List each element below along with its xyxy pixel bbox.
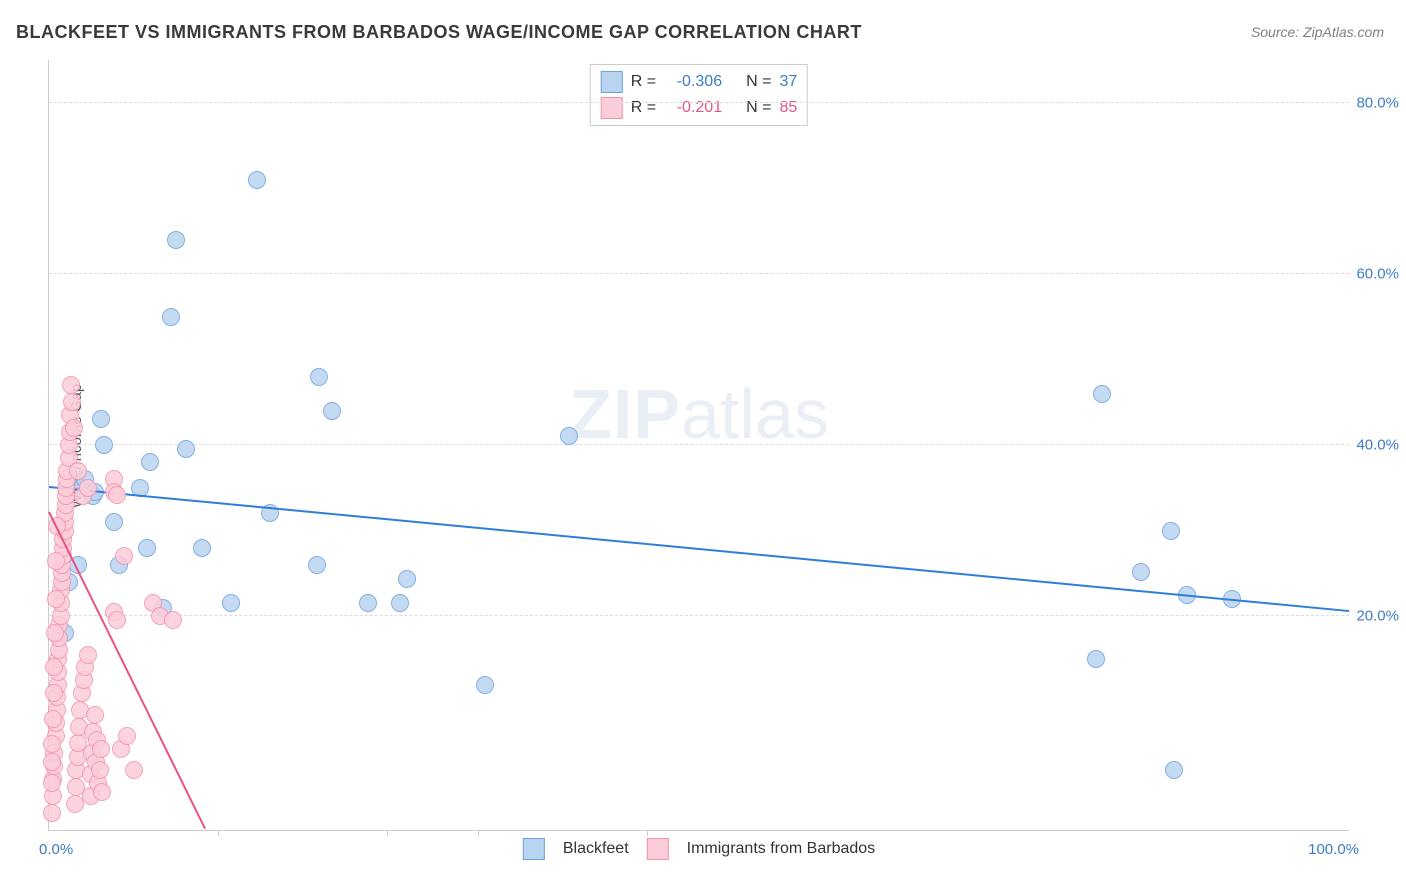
- legend-swatch: [523, 838, 545, 860]
- data-point: [86, 706, 104, 724]
- data-point: [95, 436, 113, 454]
- gridline: [49, 102, 1349, 103]
- data-point: [476, 676, 494, 694]
- data-point: [108, 611, 126, 629]
- x-axis-min-label: 0.0%: [39, 841, 73, 858]
- source-attribution: Source: ZipAtlas.com: [1251, 24, 1384, 40]
- legend-swatch: [601, 97, 623, 119]
- series-legend: Blackfeet Immigrants from Barbados: [523, 838, 875, 860]
- data-point: [92, 740, 110, 758]
- x-minor-tick: [478, 830, 479, 836]
- x-minor-tick: [647, 830, 648, 836]
- data-point: [45, 684, 63, 702]
- data-point: [108, 486, 126, 504]
- watermark-rest: atlas: [681, 375, 829, 453]
- data-point: [118, 727, 136, 745]
- watermark-logo: ZIPatlas: [569, 374, 829, 454]
- data-point: [65, 419, 83, 437]
- n-label: N =: [746, 73, 771, 91]
- data-point: [398, 570, 416, 588]
- data-point: [91, 761, 109, 779]
- x-minor-tick: [218, 830, 219, 836]
- correlation-stats-box: R = -0.306 N = 37 R =-0.201N =85: [590, 64, 808, 126]
- chart-title: BLACKFEET VS IMMIGRANTS FROM BARBADOS WA…: [16, 22, 862, 43]
- data-point: [560, 427, 578, 445]
- data-point: [43, 753, 61, 771]
- data-point: [47, 590, 65, 608]
- data-point: [79, 479, 97, 497]
- data-point: [359, 594, 377, 612]
- r-label: R =: [631, 73, 656, 91]
- data-point: [43, 774, 61, 792]
- watermark-bold: ZIP: [569, 375, 681, 453]
- y-tick-label: 60.0%: [1355, 265, 1399, 282]
- data-point: [308, 556, 326, 574]
- data-point: [323, 402, 341, 420]
- data-point: [105, 513, 123, 531]
- data-point: [62, 376, 80, 394]
- data-point: [1162, 522, 1180, 540]
- data-point: [138, 539, 156, 557]
- data-point: [164, 611, 182, 629]
- legend-label: Blackfeet: [563, 840, 629, 858]
- data-point: [391, 594, 409, 612]
- n-value: 37: [779, 73, 797, 91]
- x-minor-tick: [387, 830, 388, 836]
- data-point: [79, 646, 97, 664]
- y-tick-label: 20.0%: [1355, 608, 1399, 625]
- y-tick-label: 40.0%: [1355, 437, 1399, 454]
- data-point: [45, 658, 63, 676]
- legend-swatch: [601, 71, 623, 93]
- data-point: [69, 462, 87, 480]
- gridline: [49, 444, 1349, 445]
- data-point: [1132, 563, 1150, 581]
- stats-row: R =-0.201N =85: [601, 95, 797, 121]
- scatter-plot-area: ZIPatlas R =-0.306N =37R =-0.201N =85 0.…: [48, 60, 1349, 831]
- y-tick-label: 80.0%: [1355, 94, 1399, 111]
- data-point: [1093, 385, 1111, 403]
- data-point: [177, 440, 195, 458]
- gridline: [49, 615, 1349, 616]
- data-point: [222, 594, 240, 612]
- data-point: [47, 552, 65, 570]
- gridline: [49, 273, 1349, 274]
- data-point: [162, 308, 180, 326]
- data-point: [193, 539, 211, 557]
- stats-row: R = -0.306 N = 37: [601, 69, 797, 95]
- data-point: [310, 368, 328, 386]
- data-point: [63, 393, 81, 411]
- data-point: [43, 804, 61, 822]
- data-point: [93, 783, 111, 801]
- x-axis-max-label: 100.0%: [1308, 841, 1359, 858]
- data-point: [1087, 650, 1105, 668]
- data-point: [115, 547, 133, 565]
- data-point: [43, 735, 61, 753]
- data-point: [141, 453, 159, 471]
- data-point: [46, 624, 64, 642]
- r-value: -0.306: [664, 73, 722, 91]
- data-point: [167, 231, 185, 249]
- data-point: [1165, 761, 1183, 779]
- legend-swatch: [647, 838, 669, 860]
- data-point: [44, 710, 62, 728]
- trend-line: [49, 486, 1349, 612]
- data-point: [248, 171, 266, 189]
- legend-label: Immigrants from Barbados: [687, 840, 876, 858]
- data-point: [92, 410, 110, 428]
- data-point: [125, 761, 143, 779]
